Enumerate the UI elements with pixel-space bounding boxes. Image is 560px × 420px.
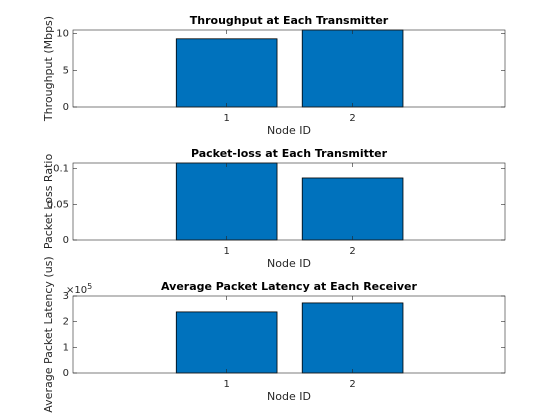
axes-title: Packet-loss at Each Transmitter: [191, 147, 388, 160]
y-tick-label: 2: [63, 317, 69, 328]
y-tick-label: 3: [63, 291, 69, 302]
x-tick-label: 1: [223, 379, 229, 390]
x-axis-label: Node ID: [267, 390, 311, 403]
axes-background: [73, 296, 505, 373]
bar: [175, 38, 278, 108]
y-tick-label: 5: [63, 65, 69, 76]
y-axis-label: Packet Loss Ratio: [42, 154, 55, 250]
y-tick-label: 0.1: [53, 164, 69, 175]
axes-box: [72, 29, 506, 108]
x-tick-label: 1: [223, 246, 229, 257]
y-tick-label: 0: [63, 102, 69, 113]
x-axis-label: Node ID: [267, 124, 311, 137]
y-multiplier: ×105: [66, 282, 92, 297]
bar: [175, 311, 278, 374]
x-tick-label: 2: [349, 113, 355, 124]
y-tick-label: 0.05: [47, 199, 69, 210]
axes-background: [73, 30, 505, 107]
x-tick-label: 2: [349, 246, 355, 257]
y-multiplier-power: 5: [87, 282, 92, 291]
y-multiplier-base: ×10: [66, 285, 87, 296]
x-axis-label: Node ID: [267, 257, 311, 270]
bar: [301, 302, 404, 374]
y-axis-label: Average Packet Latency (us): [42, 256, 55, 412]
bar: [175, 162, 278, 241]
y-tick-label: 10: [56, 29, 69, 40]
y-tick-label: 1: [63, 342, 69, 353]
axes-box: [72, 295, 506, 374]
axes-background: [73, 163, 505, 240]
axes-box: [72, 162, 506, 241]
y-tick-label: 0: [63, 368, 69, 379]
x-tick-label: 2: [349, 379, 355, 390]
bar: [301, 29, 404, 108]
axes-title: Throughput at Each Transmitter: [190, 14, 389, 27]
x-tick-label: 1: [223, 113, 229, 124]
bar: [301, 177, 404, 241]
y-axis-label: Throughput (Mbps): [42, 16, 55, 122]
y-tick-label: 0: [63, 235, 69, 246]
axes-title: Average Packet Latency at Each Receiver: [161, 280, 417, 293]
